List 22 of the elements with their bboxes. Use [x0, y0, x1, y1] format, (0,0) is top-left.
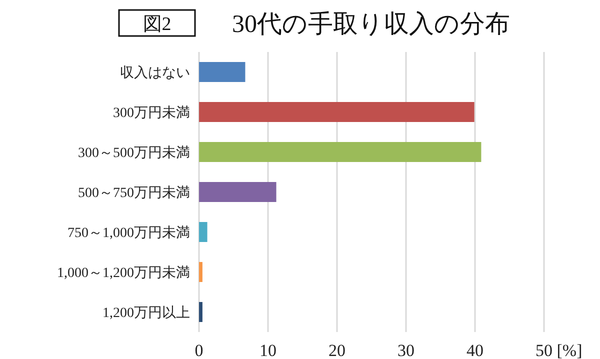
caption: 図2: [142, 14, 172, 35]
x-tick-label: 20: [328, 341, 346, 359]
x-tick-label: 30: [398, 341, 414, 359]
bar: [199, 182, 276, 202]
y-tick-label: 1,200万円以上: [102, 305, 190, 321]
y-tick-label: 300万円未満: [113, 105, 190, 121]
x-tick-label: 10: [260, 341, 276, 359]
x-tick-label: 40: [466, 341, 484, 359]
y-tick-label: 収入はない: [120, 65, 190, 81]
bar: [199, 62, 246, 82]
bar: [199, 102, 474, 122]
chart-title: 30代の手取り収入の分布: [232, 11, 510, 38]
bar: [199, 142, 482, 162]
bar: [199, 262, 202, 282]
y-tick-label: 1,000～1,200万円未満: [57, 265, 190, 281]
x-tick-label: 50 [%]: [536, 341, 582, 359]
x-tick-label: 0: [194, 341, 204, 359]
y-tick-label: 300～500万円未満: [78, 145, 190, 161]
bar: [199, 222, 208, 242]
y-tick-label: 750～1,000万円未満: [68, 225, 190, 241]
y-tick-label: 500～750万円未満: [78, 185, 190, 201]
bar: [199, 302, 202, 322]
